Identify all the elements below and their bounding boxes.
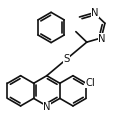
Text: S: S bbox=[64, 54, 70, 64]
Text: Cl: Cl bbox=[86, 78, 95, 88]
Text: N: N bbox=[91, 8, 99, 18]
Text: N: N bbox=[43, 102, 51, 112]
Text: N: N bbox=[98, 34, 106, 44]
